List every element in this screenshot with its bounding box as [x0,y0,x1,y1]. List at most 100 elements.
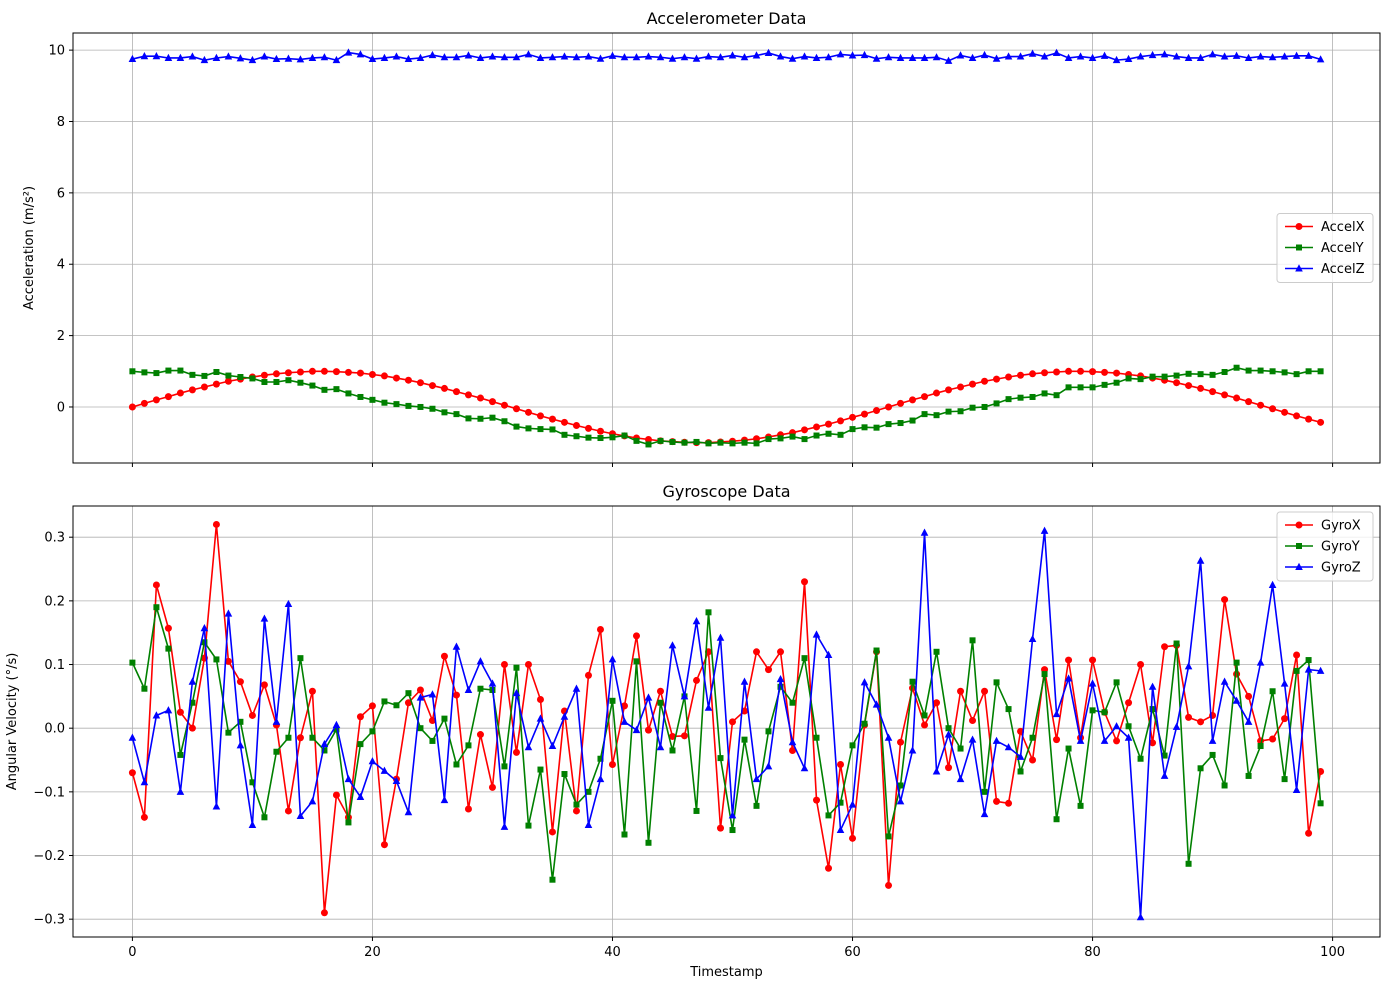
marker [753,802,760,809]
marker [1113,737,1121,745]
marker [141,685,148,692]
marker [332,55,341,64]
marker [129,368,136,375]
x-tick-label: 20 [364,945,381,960]
marker [585,434,592,441]
marker [669,747,676,754]
marker [584,820,593,828]
marker [1197,371,1204,378]
marker [500,822,509,830]
marker [812,630,821,638]
marker [176,389,184,397]
marker [1184,662,1193,670]
marker [1185,860,1192,867]
marker [488,398,496,406]
marker [537,766,544,773]
y-tick-label: 0.0 [44,722,65,737]
marker [789,746,797,754]
marker [849,742,856,749]
marker [500,661,508,669]
marker [1029,756,1037,764]
marker [464,391,472,399]
marker [200,624,209,632]
marker [440,53,449,61]
marker [789,699,796,706]
marker [584,671,592,679]
marker [320,53,329,61]
marker [248,820,257,828]
marker [860,50,869,59]
marker [201,372,208,379]
marker [548,53,557,61]
marker [417,725,424,732]
marker [320,909,328,917]
marker [152,711,161,719]
marker [428,382,436,390]
marker [1089,384,1096,391]
marker [1161,373,1168,380]
marker [1197,765,1204,772]
marker [945,408,952,415]
marker [620,702,628,710]
marker [597,755,604,762]
marker [956,51,965,59]
marker [452,388,460,396]
marker [981,687,989,695]
marker [644,693,653,701]
marker [1125,723,1132,730]
marker [176,708,184,716]
marker [225,372,232,379]
marker [1316,666,1325,674]
marker [741,736,748,743]
marker [897,399,905,407]
marker [177,751,184,758]
marker [873,407,881,415]
marker [140,778,149,786]
marker [1185,713,1193,721]
marker [1089,368,1097,376]
marker [189,699,196,706]
marker [440,795,449,804]
marker [1065,367,1073,375]
marker [657,699,664,706]
marker [284,54,293,62]
marker [1137,661,1145,669]
marker [1029,370,1037,378]
marker [993,797,1001,805]
y-tick-label: 0.2 [44,594,65,609]
marker [1041,390,1048,397]
marker [201,639,208,646]
marker [944,56,953,64]
marker [501,763,508,770]
marker [549,876,556,883]
marker [1256,52,1265,60]
marker [849,413,857,421]
marker [896,797,905,805]
marker [1268,53,1277,61]
marker [957,383,965,391]
marker [500,401,508,409]
marker [237,718,244,725]
marker [140,813,148,821]
marker [1292,785,1301,793]
marker [1257,401,1265,409]
marker [369,728,376,735]
marker [1077,802,1084,809]
marker [224,377,232,385]
marker [872,54,881,62]
marker [476,394,484,402]
x-axis-label: Timestamp [689,965,763,980]
marker [1052,709,1061,718]
marker [212,53,221,61]
marker [1041,671,1048,678]
marker [284,807,292,815]
marker [825,812,832,819]
marker [956,774,965,783]
marker [177,367,184,374]
y-tick-label: −0.3 [33,913,65,928]
marker [536,696,544,704]
marker [1305,657,1312,664]
marker [777,435,784,442]
marker [957,408,964,415]
